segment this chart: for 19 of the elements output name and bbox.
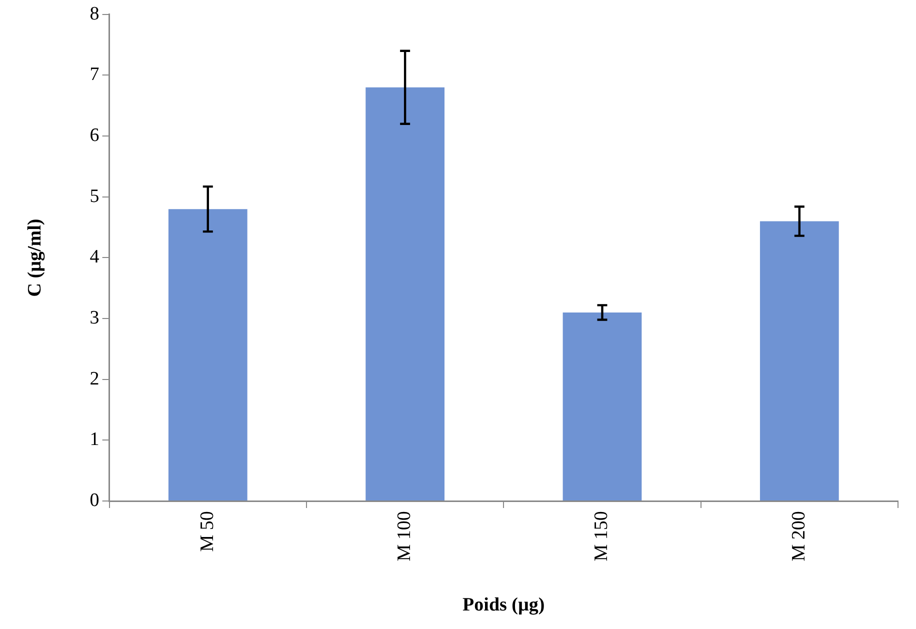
x-tick-label: M 50 — [196, 511, 218, 552]
y-tick-label: 8 — [90, 3, 100, 24]
bar — [366, 87, 444, 501]
y-tick-label: 1 — [90, 429, 100, 450]
bar — [760, 221, 839, 501]
y-tick-label: 0 — [90, 490, 100, 512]
y-axis-title: C (µg/ml) — [24, 218, 46, 297]
x-tick-label: M 100 — [394, 511, 416, 562]
bar — [562, 312, 642, 501]
y-tick-label: 4 — [90, 246, 100, 268]
y-tick-label: 3 — [90, 308, 100, 329]
bar — [168, 209, 248, 501]
y-tick-label: 5 — [90, 186, 100, 207]
y-tick-label: 2 — [90, 368, 100, 390]
x-tick-label: M 200 — [788, 511, 810, 562]
y-tick-label: 7 — [90, 64, 100, 86]
x-tick-label: M 150 — [591, 511, 612, 562]
x-axis-title: Poids (µg) — [462, 594, 545, 616]
y-tick-label: 6 — [90, 125, 100, 146]
